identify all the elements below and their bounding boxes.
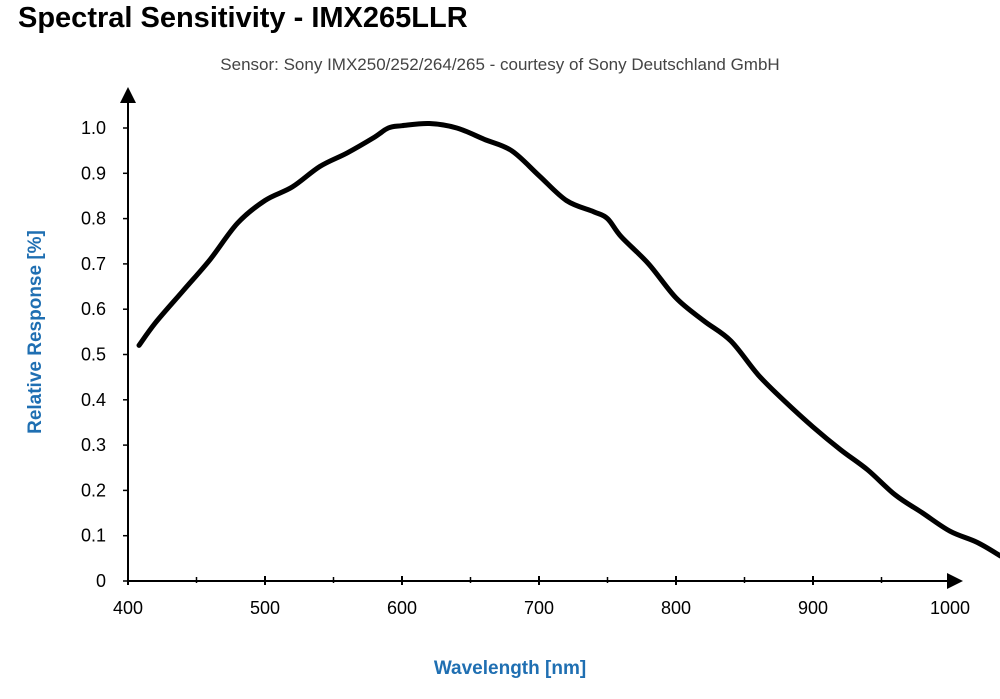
- x-tick-label: 400: [113, 598, 143, 618]
- y-tick-label: 0.2: [81, 480, 106, 500]
- x-tick-label: 600: [387, 598, 417, 618]
- x-axis-label: Wavelength [nm]: [433, 658, 587, 679]
- x-tick-label: 1000: [930, 598, 970, 618]
- y-tick-label: 0.4: [81, 390, 106, 410]
- x-tick-label: 700: [524, 598, 554, 618]
- y-tick-label: 0.3: [81, 435, 106, 455]
- x-tick-label: 800: [661, 598, 691, 618]
- y-tick-label: 0.6: [81, 299, 106, 319]
- x-tick-labels: 400 500 600 700 800 900 1000: [113, 598, 970, 618]
- y-tick-label: 0.7: [81, 254, 106, 274]
- y-tick-label: 0.1: [81, 526, 106, 546]
- y-tick-label: 1.0: [81, 118, 106, 138]
- spectral-response-line: [136, 120, 1000, 559]
- x-tick-label: 900: [798, 598, 828, 618]
- x-tick-label: 500: [250, 598, 280, 618]
- y-axis-label: Relative Response [%]: [25, 230, 46, 434]
- y-tick-label: 0.8: [81, 209, 106, 229]
- y-tick-label: 0.9: [81, 163, 106, 183]
- y-tick-label: 0: [96, 571, 106, 591]
- y-tick-labels: 0 0.1 0.2 0.3 0.4 0.5 0.6 0.7 0.8 0.9 1.0: [81, 118, 106, 591]
- y-tick-label: 0.5: [81, 345, 106, 365]
- chart-title: Spectral Sensitivity - IMX265LLR: [18, 2, 468, 34]
- chart-subtitle: Sensor: Sony IMX250/252/264/265 - courte…: [220, 55, 780, 74]
